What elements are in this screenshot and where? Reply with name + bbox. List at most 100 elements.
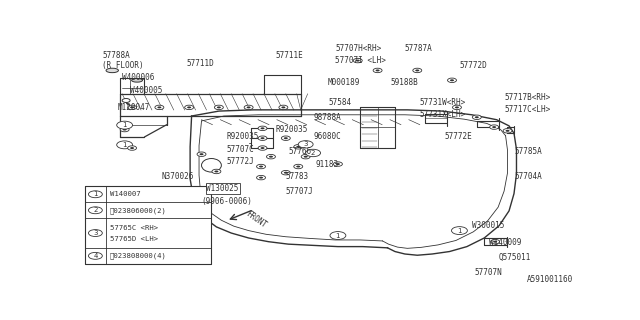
Circle shape — [266, 155, 275, 159]
Circle shape — [88, 252, 102, 259]
Circle shape — [88, 230, 102, 236]
Circle shape — [217, 106, 221, 108]
Text: Ⓝ023808000(4): Ⓝ023808000(4) — [110, 252, 166, 259]
Circle shape — [333, 162, 342, 166]
Circle shape — [298, 141, 313, 148]
Circle shape — [356, 60, 360, 61]
Ellipse shape — [106, 68, 118, 73]
Text: 57707N: 57707N — [474, 268, 502, 277]
Text: Ⓝ023806000(2): Ⓝ023806000(2) — [110, 207, 166, 213]
Circle shape — [88, 191, 102, 198]
Text: W300015: W300015 — [472, 221, 504, 230]
Text: W400005: W400005 — [129, 86, 162, 95]
Circle shape — [458, 229, 461, 232]
Circle shape — [130, 106, 134, 108]
Text: 57772J: 57772J — [227, 157, 254, 166]
Circle shape — [122, 99, 130, 102]
Circle shape — [491, 239, 500, 244]
Circle shape — [415, 69, 419, 71]
Circle shape — [246, 106, 251, 108]
Circle shape — [257, 175, 266, 180]
Circle shape — [284, 172, 288, 174]
Text: 1: 1 — [457, 228, 461, 234]
Text: 98788A: 98788A — [313, 113, 341, 122]
Text: 57717B<RH>: 57717B<RH> — [504, 93, 550, 102]
Circle shape — [244, 105, 253, 110]
Text: Q575011: Q575011 — [499, 253, 531, 262]
Text: 57772D: 57772D — [460, 61, 487, 70]
Circle shape — [200, 153, 204, 155]
Text: N370026: N370026 — [162, 172, 194, 181]
Circle shape — [260, 127, 264, 129]
Circle shape — [185, 105, 193, 110]
Circle shape — [373, 68, 382, 73]
Text: FRONT: FRONT — [244, 209, 268, 230]
Text: 57731W<RH>: 57731W<RH> — [420, 98, 466, 107]
Text: 57785A: 57785A — [514, 147, 541, 156]
Text: 3: 3 — [93, 230, 98, 236]
Circle shape — [455, 228, 464, 233]
Text: (R FLOOR): (R FLOOR) — [102, 61, 144, 70]
Text: 91183: 91183 — [316, 160, 339, 169]
Text: 1: 1 — [93, 191, 98, 197]
Circle shape — [306, 149, 321, 157]
Circle shape — [127, 105, 136, 110]
Circle shape — [506, 130, 509, 132]
Circle shape — [301, 155, 310, 159]
Text: 57765C <RH>: 57765C <RH> — [110, 225, 158, 231]
Circle shape — [376, 69, 380, 71]
Circle shape — [303, 156, 308, 158]
Text: 1: 1 — [122, 122, 127, 128]
Text: 57788A: 57788A — [102, 51, 130, 60]
Circle shape — [157, 106, 161, 108]
Circle shape — [296, 165, 300, 168]
Text: 1: 1 — [122, 142, 127, 148]
Circle shape — [155, 105, 164, 110]
Text: R920035: R920035 — [276, 125, 308, 134]
Circle shape — [333, 233, 342, 238]
Circle shape — [88, 207, 102, 214]
Text: 57783: 57783 — [286, 172, 309, 181]
Circle shape — [503, 129, 512, 133]
Circle shape — [120, 127, 129, 132]
Text: 57766: 57766 — [288, 147, 312, 156]
Circle shape — [330, 232, 346, 239]
Circle shape — [455, 106, 459, 108]
Text: 57772E: 57772E — [445, 132, 472, 141]
Text: W400006: W400006 — [122, 73, 154, 82]
Circle shape — [475, 116, 479, 118]
Ellipse shape — [202, 158, 221, 172]
Text: 57707H<RH>: 57707H<RH> — [335, 44, 381, 53]
Circle shape — [472, 115, 481, 119]
Text: 57711E: 57711E — [276, 51, 303, 60]
Circle shape — [279, 105, 288, 110]
Circle shape — [282, 136, 291, 140]
Text: M120047: M120047 — [117, 103, 150, 112]
Circle shape — [214, 105, 223, 110]
Circle shape — [336, 235, 340, 236]
Circle shape — [260, 137, 264, 139]
Text: W140007: W140007 — [110, 191, 140, 197]
Text: 57787A: 57787A — [405, 44, 433, 53]
Text: R920035: R920035 — [227, 132, 259, 141]
Circle shape — [490, 125, 499, 129]
Circle shape — [116, 141, 132, 149]
Circle shape — [187, 106, 191, 108]
Text: 57711D: 57711D — [187, 59, 214, 68]
Circle shape — [336, 163, 340, 165]
Bar — [85, 186, 211, 264]
Circle shape — [450, 79, 454, 81]
Text: 57707I <LH>: 57707I <LH> — [335, 56, 387, 65]
Circle shape — [452, 105, 461, 110]
Circle shape — [492, 126, 496, 128]
Circle shape — [294, 164, 303, 169]
Text: 57731X<LH>: 57731X<LH> — [420, 110, 466, 119]
Circle shape — [413, 68, 422, 73]
Text: 2: 2 — [93, 207, 97, 213]
Text: A591001160: A591001160 — [527, 276, 573, 284]
Ellipse shape — [132, 78, 143, 82]
Text: 2: 2 — [311, 150, 316, 156]
Text: (9906-0006): (9906-0006) — [202, 196, 252, 205]
Circle shape — [259, 165, 263, 168]
Circle shape — [130, 147, 134, 149]
